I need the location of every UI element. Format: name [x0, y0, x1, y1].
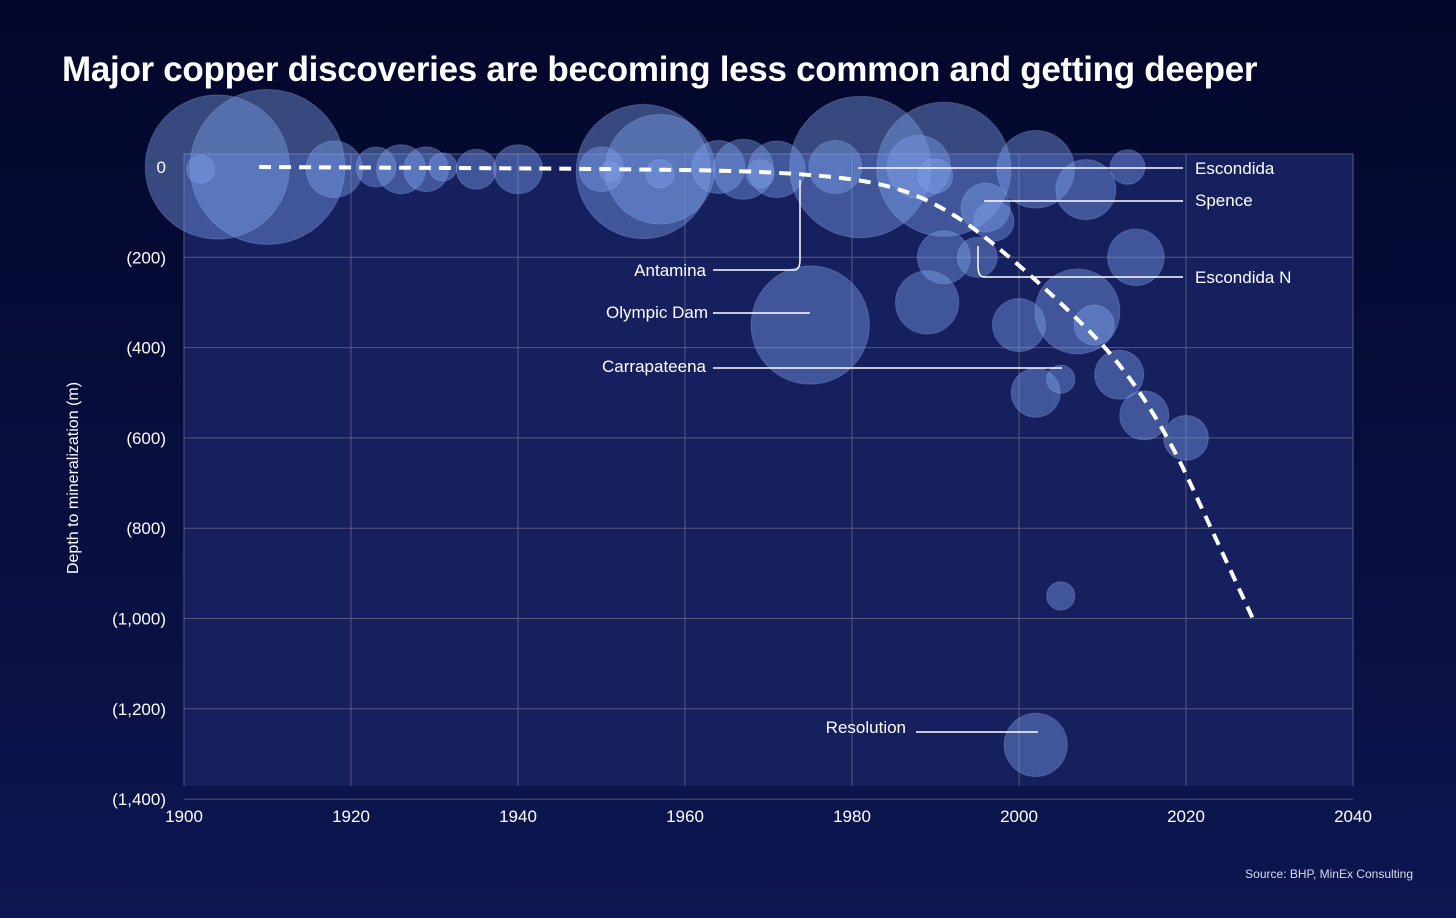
annotation-label: Escondida N	[1195, 268, 1291, 287]
bubble	[645, 159, 675, 189]
y-axis-label: Depth to mineralization (m)	[65, 382, 82, 574]
x-tick-label: 2020	[1167, 807, 1205, 826]
x-tick-label: 1960	[666, 807, 704, 826]
trend-line-group	[259, 165, 1255, 620]
bubble	[1094, 349, 1145, 400]
trend-line	[259, 165, 1255, 620]
bubble	[1034, 268, 1121, 355]
bubble	[789, 95, 932, 239]
bubble	[916, 230, 971, 285]
y-tick-label: (800)	[126, 519, 166, 538]
bubble	[996, 130, 1075, 209]
bubble	[1055, 159, 1117, 221]
bubble	[305, 140, 364, 199]
x-tick-label: 1940	[499, 807, 537, 826]
bubble	[1109, 149, 1146, 185]
annotation-label: Resolution	[826, 718, 906, 737]
annotation-leader-line	[713, 180, 801, 271]
annotation-label: Carrapateena	[602, 357, 707, 376]
bubble	[1073, 304, 1115, 346]
bubble	[1046, 581, 1076, 611]
bubble	[973, 200, 1015, 242]
y-tick-label: (1,400)	[112, 790, 166, 809]
bubble	[186, 154, 216, 184]
y-tick-label: (400)	[126, 339, 166, 358]
bubble	[355, 146, 397, 188]
bubble	[750, 265, 870, 385]
bubble	[960, 182, 1011, 233]
bubble	[876, 101, 1012, 237]
y-axis-ticks: 0 (200) (400) (600) (800) (1,000) (1,200) (1,40…	[112, 158, 166, 809]
x-tick-label: 1900	[165, 807, 203, 826]
y-tick-label: (600)	[126, 429, 166, 448]
x-axis-ticks: 1900 1920 1940 1960 1980 2000 2020 2040	[165, 807, 1372, 826]
bubble	[1163, 415, 1209, 461]
y-tick-label: 0	[157, 158, 166, 177]
annotation-label: Spence	[1195, 191, 1253, 210]
source-note: Source: BHP, MinEx Consulting	[1245, 867, 1413, 881]
bubble	[1046, 364, 1076, 394]
x-tick-label: 2040	[1334, 807, 1372, 826]
x-tick-label: 1980	[833, 807, 871, 826]
bubble	[992, 298, 1046, 352]
gridlines	[183, 153, 1354, 800]
bubble	[691, 140, 746, 194]
bubble	[455, 148, 497, 190]
chart-title: Major copper discoveries are becoming le…	[62, 50, 1258, 89]
annotation-leader-line	[977, 246, 1183, 278]
bubble	[1003, 712, 1068, 778]
y-tick-label: (1,000)	[112, 610, 166, 629]
bubble	[748, 140, 806, 199]
annotation-label: Antamina	[634, 261, 706, 280]
bubble	[712, 138, 774, 200]
bubble-series	[144, 89, 1209, 778]
bubble	[599, 161, 621, 183]
y-tick-label: (1,200)	[112, 700, 166, 719]
annotations: Escondida Spence Escondida N Antamina Olympi…	[602, 159, 1291, 737]
x-tick-label: 2000	[1000, 807, 1038, 826]
annotation-label: Olympic Dam	[606, 303, 708, 322]
bubble	[1107, 228, 1165, 287]
plot-area	[184, 154, 1353, 786]
x-tick-label: 1920	[332, 807, 370, 826]
plot-background	[184, 154, 1353, 786]
annotation-label: Escondida	[1195, 159, 1275, 178]
bubble	[1119, 390, 1170, 441]
y-tick-label: (200)	[126, 248, 166, 267]
bubble	[895, 270, 960, 335]
